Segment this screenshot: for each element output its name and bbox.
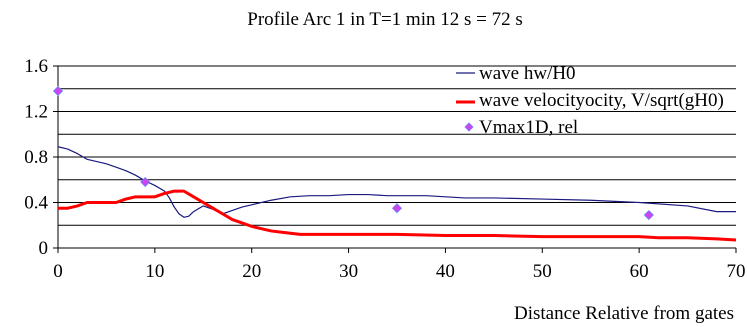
legend: wave hw/H0 wave velocityocity, V/sqrt(gH0… bbox=[456, 63, 724, 138]
axes bbox=[53, 65, 737, 253]
series-line-wave-hw bbox=[57, 146, 736, 218]
x-tick-label: 60 bbox=[630, 261, 649, 282]
data-point-vmax bbox=[643, 209, 654, 221]
x-tick-label: 10 bbox=[145, 261, 164, 282]
data-point-vmax bbox=[52, 85, 64, 97]
legend-label: Vmax1D, rel bbox=[479, 117, 578, 138]
x-tick-label: 20 bbox=[242, 261, 261, 282]
series-line-wave-velocity bbox=[58, 189, 737, 242]
x-tick-label: 0 bbox=[53, 261, 63, 282]
legend-label: wave velocityocity, V/sqrt(gH0) bbox=[479, 90, 724, 111]
y-tick-label: 1.2 bbox=[24, 102, 48, 123]
tick-labels: 0 0.4 0.8 1.2 1.6 0 10 20 30 40 50 60 70 bbox=[24, 56, 745, 282]
legend-marker-vmax bbox=[464, 122, 474, 132]
data-point-vmax bbox=[140, 176, 151, 188]
y-tick-label: 0.8 bbox=[24, 147, 48, 168]
x-axis-label: Distance Relative from gates bbox=[514, 303, 734, 324]
legend-label: wave hw/H0 bbox=[479, 63, 576, 84]
data-point-vmax bbox=[391, 203, 403, 214]
grid bbox=[58, 65, 736, 226]
y-tick-label: 1.6 bbox=[24, 56, 48, 77]
y-tick-label: 0 bbox=[39, 238, 49, 259]
x-tick-label: 40 bbox=[436, 261, 455, 282]
y-tick-label: 0.4 bbox=[24, 193, 48, 214]
x-tick-label: 30 bbox=[339, 261, 358, 282]
x-tick-label: 70 bbox=[727, 261, 746, 282]
chart-title: Profile Arc 1 in T=1 min 12 s = 72 s bbox=[247, 9, 522, 30]
x-tick-label: 50 bbox=[533, 261, 552, 282]
series-group bbox=[52, 85, 737, 242]
